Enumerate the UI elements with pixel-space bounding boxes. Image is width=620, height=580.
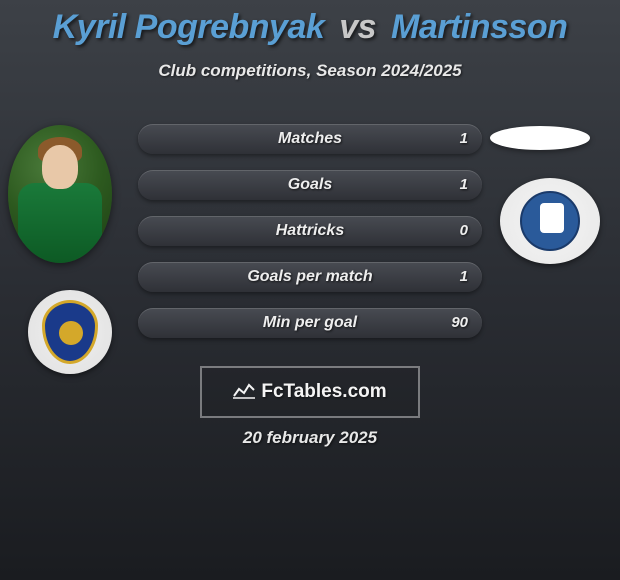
- stat-value: 1: [460, 262, 468, 292]
- player1-name: Kyril Pogrebnyak: [53, 8, 325, 46]
- avatar-jersey: [18, 183, 102, 263]
- stat-value: 1: [460, 170, 468, 200]
- branding-box[interactable]: FcTables.com: [200, 366, 420, 418]
- stat-label: Goals: [138, 170, 482, 200]
- stat-value: 1: [460, 124, 468, 154]
- stat-row-matches: Matches 1: [138, 124, 482, 154]
- stat-row-goals-per-match: Goals per match 1: [138, 262, 482, 292]
- avatar-head: [42, 145, 78, 189]
- stat-label: Goals per match: [138, 262, 482, 292]
- stat-value: 0: [460, 216, 468, 246]
- season-subtitle: Club competitions, Season 2024/2025: [0, 61, 620, 81]
- stat-label: Min per goal: [138, 308, 482, 338]
- player2-name: Martinsson: [391, 8, 567, 46]
- club-shield-icon: [42, 300, 98, 364]
- stat-label: Hattricks: [138, 216, 482, 246]
- stat-label: Matches: [138, 124, 482, 154]
- vs-separator: vs: [339, 8, 376, 46]
- stat-value: 90: [451, 308, 468, 338]
- stat-row-min-per-goal: Min per goal 90: [138, 308, 482, 338]
- stats-container: Matches 1 Goals 1 Hattricks 0 Goals per …: [138, 124, 482, 354]
- stat-row-hattricks: Hattricks 0: [138, 216, 482, 246]
- player1-avatar: [8, 125, 112, 263]
- branding-text: FcTables.com: [261, 381, 386, 403]
- player2-club-badge: [500, 178, 600, 264]
- player2-placeholder: [490, 126, 590, 150]
- chart-icon: [233, 381, 255, 404]
- player1-club-badge: [28, 290, 112, 374]
- comparison-title: Kyril Pogrebnyak vs Martinsson: [0, 0, 620, 47]
- snapshot-date: 20 february 2025: [0, 428, 620, 448]
- club-crest-icon: [520, 191, 580, 251]
- stat-row-goals: Goals 1: [138, 170, 482, 200]
